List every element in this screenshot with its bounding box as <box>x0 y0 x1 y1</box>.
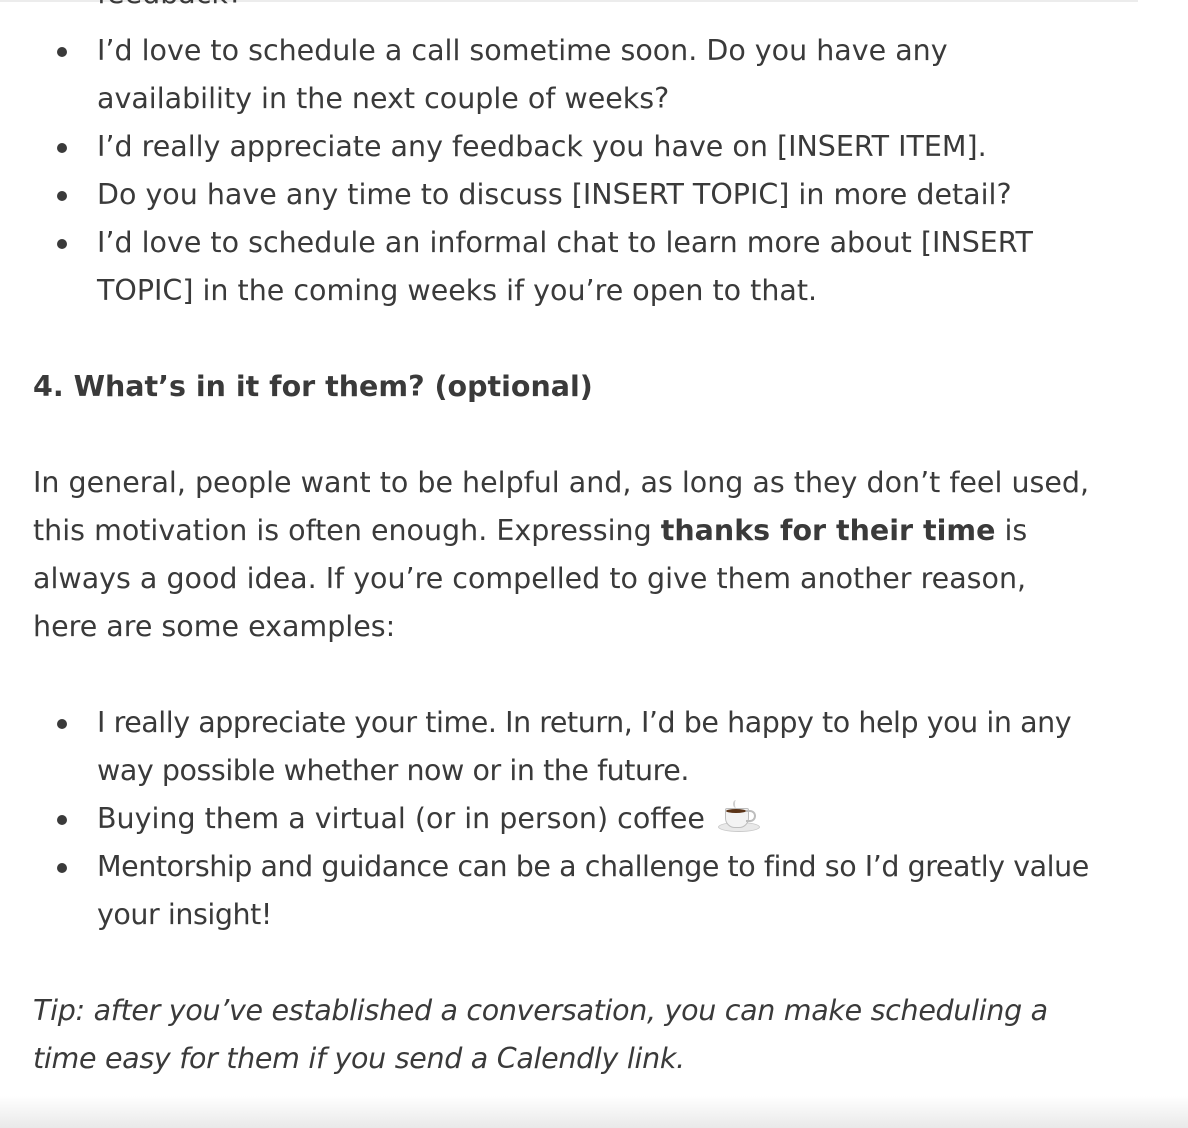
list-item: I’d love to schedule a call sometime soo… <box>57 27 1093 123</box>
list-item: Buying them a virtual (or in person) cof… <box>57 795 1093 843</box>
motivation-examples-list: I really appreciate your time. In return… <box>33 699 1093 939</box>
intro-bold-text: thanks for their time <box>660 514 996 547</box>
article-body: I’d love to schedule a call sometime soo… <box>33 27 1093 1083</box>
intro-text-start: In general, people want to be helpful an… <box>33 466 1090 547</box>
list-item: Mentorship and guidance can be a challen… <box>57 843 1093 939</box>
intro-paragraph: In general, people want to be helpful an… <box>33 459 1093 651</box>
list-item-text: I really appreciate your time. In return… <box>97 706 1072 787</box>
list-item-text: Mentorship and guidance can be a challen… <box>97 850 1089 931</box>
section-heading: 4. What’s in it for them? (optional) <box>33 370 593 403</box>
bottom-fade <box>0 1096 1188 1128</box>
list-item: I’d really appreciate any feedback you h… <box>57 123 1093 171</box>
list-item-text: Buying them a virtual (or in person) cof… <box>97 802 705 835</box>
tip-paragraph: Tip: after you’ve established a conversa… <box>33 994 1048 1075</box>
list-item: I really appreciate your time. In return… <box>57 699 1093 795</box>
coffee-icon <box>718 800 761 834</box>
list-item: Do you have any time to discuss [INSERT … <box>57 171 1093 219</box>
intro-text-end: is always a good idea. If you’re compell… <box>33 514 1028 643</box>
list-item: I’d love to schedule an informal chat to… <box>57 219 1093 315</box>
top-divider <box>0 0 1138 2</box>
cut-off-text: feedback? <box>97 0 243 18</box>
request-examples-list: I’d love to schedule a call sometime soo… <box>33 27 1093 315</box>
